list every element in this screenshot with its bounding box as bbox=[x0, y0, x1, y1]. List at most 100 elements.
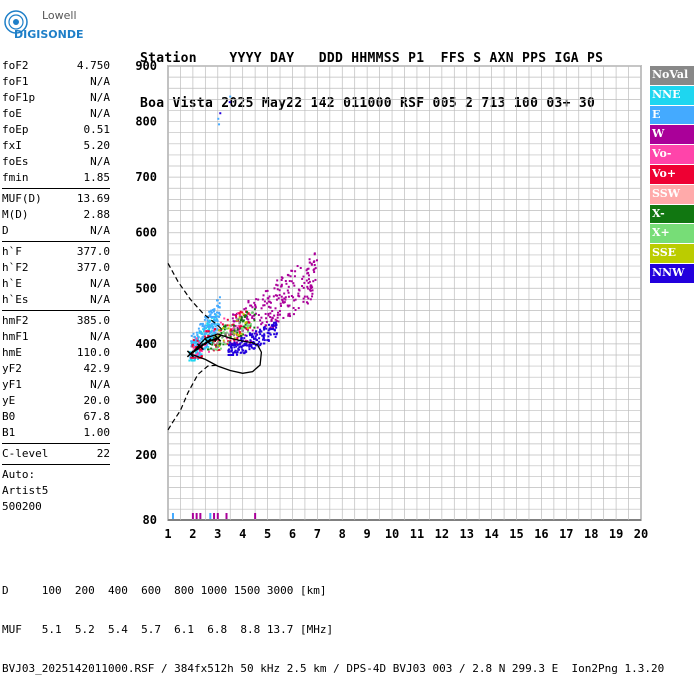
data-point bbox=[217, 315, 220, 318]
data-point bbox=[308, 261, 311, 264]
data-point bbox=[219, 112, 222, 115]
data-point bbox=[203, 325, 206, 328]
data-point bbox=[208, 321, 211, 324]
data-point bbox=[249, 304, 252, 307]
data-point bbox=[211, 336, 214, 339]
data-point bbox=[255, 298, 258, 301]
data-point bbox=[296, 265, 299, 268]
data-point bbox=[236, 353, 239, 356]
data-point bbox=[250, 304, 253, 307]
data-point bbox=[252, 340, 255, 343]
data-point bbox=[241, 311, 244, 314]
data-point bbox=[196, 339, 199, 342]
data-point bbox=[218, 345, 221, 348]
data-point bbox=[215, 348, 218, 351]
data-point bbox=[211, 315, 214, 318]
data-point bbox=[269, 312, 272, 315]
legend-item-ssw: SSW bbox=[650, 184, 694, 204]
data-point bbox=[239, 334, 242, 337]
data-point bbox=[211, 333, 214, 336]
data-point bbox=[267, 314, 270, 317]
legend-item-nne: NNE bbox=[650, 85, 694, 105]
data-point bbox=[248, 348, 251, 351]
x-tick-label: 14 bbox=[484, 527, 498, 541]
data-point bbox=[310, 262, 313, 265]
param-value: N/A bbox=[90, 224, 110, 237]
data-point bbox=[234, 342, 237, 345]
data-point bbox=[202, 335, 205, 338]
data-point bbox=[230, 353, 233, 356]
data-point bbox=[233, 327, 236, 330]
data-point bbox=[200, 337, 203, 340]
data-point bbox=[276, 284, 279, 287]
data-point bbox=[241, 344, 244, 347]
data-point bbox=[287, 305, 290, 308]
x-tick-label: 11 bbox=[410, 527, 424, 541]
data-point bbox=[202, 328, 205, 331]
data-point bbox=[242, 313, 245, 316]
y-tick-label: 80 bbox=[143, 513, 157, 527]
data-point bbox=[306, 302, 309, 305]
data-point bbox=[222, 343, 225, 346]
data-point bbox=[253, 332, 256, 335]
data-point bbox=[209, 326, 212, 329]
data-point bbox=[207, 348, 210, 351]
data-point bbox=[249, 323, 252, 326]
data-point bbox=[198, 341, 201, 344]
param-row: foF2 4.750 bbox=[2, 58, 110, 74]
data-point bbox=[307, 287, 310, 290]
data-point bbox=[205, 337, 208, 340]
data-point bbox=[297, 292, 300, 295]
data-point bbox=[197, 354, 200, 357]
chart-points bbox=[171, 95, 319, 519]
data-point bbox=[241, 329, 244, 332]
data-point bbox=[253, 301, 256, 304]
data-point bbox=[236, 331, 239, 334]
param-label: fxI bbox=[2, 139, 22, 152]
data-point bbox=[237, 325, 240, 328]
param-value: 42.9 bbox=[83, 362, 111, 375]
data-point bbox=[262, 336, 265, 339]
data-point bbox=[292, 313, 295, 316]
data-point bbox=[250, 311, 253, 314]
data-point bbox=[232, 331, 235, 334]
fit-marker bbox=[196, 343, 204, 351]
data-point bbox=[224, 332, 227, 335]
data-point bbox=[306, 268, 309, 271]
data-point bbox=[246, 315, 249, 318]
data-point bbox=[270, 328, 273, 331]
data-point bbox=[218, 306, 221, 309]
data-point bbox=[250, 346, 253, 349]
legend-item-e: E bbox=[650, 105, 694, 125]
data-point bbox=[305, 279, 308, 282]
data-point bbox=[218, 302, 221, 305]
data-point bbox=[233, 334, 236, 337]
data-point bbox=[209, 310, 212, 313]
data-point bbox=[204, 324, 207, 327]
data-point bbox=[245, 320, 248, 323]
data-point bbox=[278, 289, 281, 292]
parameter-panel: foF2 4.750 foF1 N/A foF1p N/A foE N/A foEp 0.… bbox=[2, 58, 110, 515]
footer-distance-row: D 100 200 400 600 800 1000 1500 3000 [km… bbox=[2, 584, 327, 597]
data-point bbox=[314, 267, 317, 270]
data-point bbox=[248, 322, 251, 325]
data-point bbox=[293, 284, 296, 287]
param-group-5: C-level 22 bbox=[2, 446, 110, 462]
data-point bbox=[192, 342, 195, 345]
data-point bbox=[235, 314, 238, 317]
electron-density-profile bbox=[190, 333, 263, 374]
data-point bbox=[247, 318, 250, 321]
auto-line: Auto: bbox=[2, 468, 36, 481]
param-row: fxI 5.20 bbox=[2, 138, 110, 154]
data-point bbox=[204, 346, 207, 349]
param-label: h`E bbox=[2, 277, 22, 290]
data-point bbox=[236, 350, 239, 353]
param-row: hmF2 385.0 bbox=[2, 313, 110, 329]
data-point bbox=[261, 321, 264, 324]
data-point bbox=[306, 295, 309, 298]
data-point bbox=[307, 278, 310, 281]
data-point bbox=[233, 351, 236, 354]
data-point bbox=[220, 328, 223, 331]
data-point bbox=[260, 316, 263, 319]
auto-line: Artist5 bbox=[2, 484, 49, 497]
